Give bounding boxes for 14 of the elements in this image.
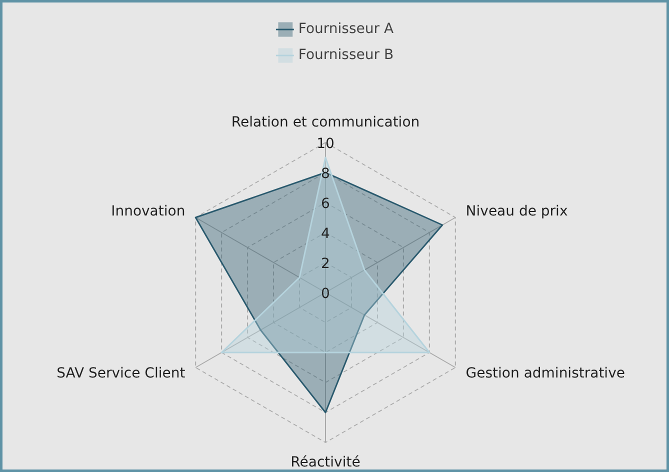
legend-label: Fournisseur B — [298, 47, 394, 63]
y-tick-label: 6 — [321, 196, 330, 212]
spoke-label: Relation et communication — [231, 114, 420, 130]
spoke-label: Gestion administrative — [466, 366, 625, 382]
y-tick-label: 2 — [321, 256, 330, 272]
spoke-label: Réactivité — [290, 454, 360, 470]
y-tick-label: 8 — [321, 166, 330, 182]
y-tick-label: 0 — [321, 286, 330, 302]
y-tick-label: 4 — [321, 226, 330, 242]
spoke-label: SAV Service Client — [56, 366, 186, 382]
y-tick-label: 10 — [316, 136, 334, 152]
spoke-label: Innovation — [111, 204, 186, 220]
legend-label: Fournisseur A — [298, 21, 394, 37]
spoke-label: Niveau de prix — [466, 204, 568, 220]
